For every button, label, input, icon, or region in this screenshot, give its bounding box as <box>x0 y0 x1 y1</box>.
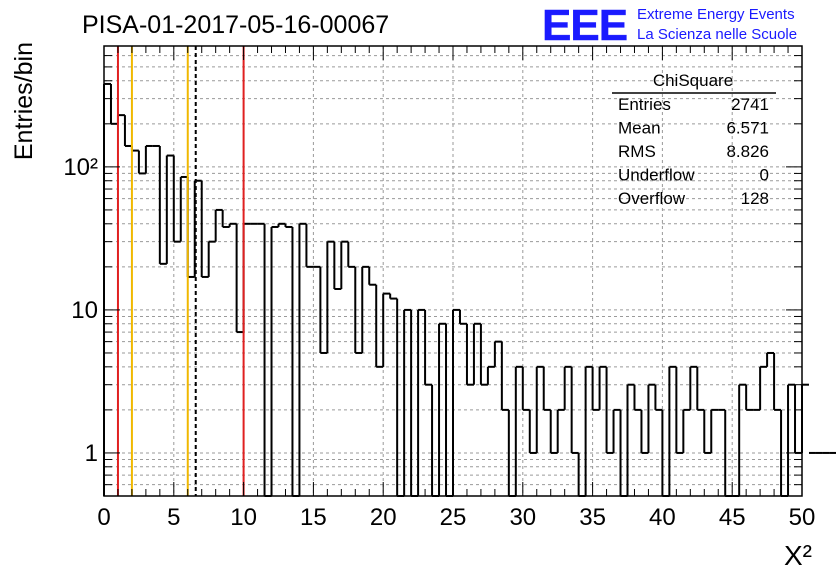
stats-row-value: 6.571 <box>726 119 769 138</box>
x-tick-label: 15 <box>300 504 327 531</box>
x-tick-label: 10 <box>230 504 257 531</box>
stats-row-value: 128 <box>741 189 769 208</box>
stats-title: ChiSquare <box>653 71 733 90</box>
y-tick-label: 1 <box>85 440 98 467</box>
x-tick-label: 45 <box>719 504 746 531</box>
stats-box: ChiSquare Entries 2741 Mean 6.571 RMS 8.826 Un… <box>612 71 776 208</box>
y-axis-label: Entries/bin <box>10 42 38 160</box>
stats-row-value: 8.826 <box>726 142 769 161</box>
x-tick-label: 35 <box>579 504 606 531</box>
x-tick-label: 30 <box>509 504 536 531</box>
eee-logo: EEE Extreme Energy Events La Scienza nel… <box>542 1 797 51</box>
x-tick-label: 40 <box>649 504 676 531</box>
eee-logo-line1: Extreme Energy Events <box>637 6 795 23</box>
x-tick-label: 20 <box>370 504 397 531</box>
stats-row-value: 0 <box>760 166 769 185</box>
histogram-bars <box>103 82 836 497</box>
x-axis-label: Χ² <box>784 540 812 571</box>
x-tick-label: 50 <box>789 504 816 531</box>
cut-lines <box>116 46 245 496</box>
chart-title: PISA-01-2017-05-16-00067 <box>82 11 389 39</box>
stats-row-value: 2741 <box>731 95 769 114</box>
stats-row-label: Entries <box>618 95 671 114</box>
stats-row-label: Underflow <box>618 166 695 185</box>
x-tick-label: 0 <box>97 504 110 531</box>
y-axis-ticks: 1 10 10² <box>63 55 802 486</box>
x-tick-label: 25 <box>440 504 467 531</box>
stats-row-label: RMS <box>618 142 656 161</box>
y-tick-label: 10² <box>63 154 98 181</box>
x-axis-ticks: 0 5 10 15 20 25 30 35 40 45 50 <box>97 46 815 531</box>
stats-row-label: Mean <box>618 119 661 138</box>
y-tick-label: 10 <box>71 297 98 324</box>
x-tick-label: 5 <box>167 504 180 531</box>
eee-logo-line2: La Scienza nelle Scuole <box>637 26 797 43</box>
stats-row-label: Overflow <box>618 189 686 208</box>
eee-logo-text: EEE <box>542 1 627 50</box>
